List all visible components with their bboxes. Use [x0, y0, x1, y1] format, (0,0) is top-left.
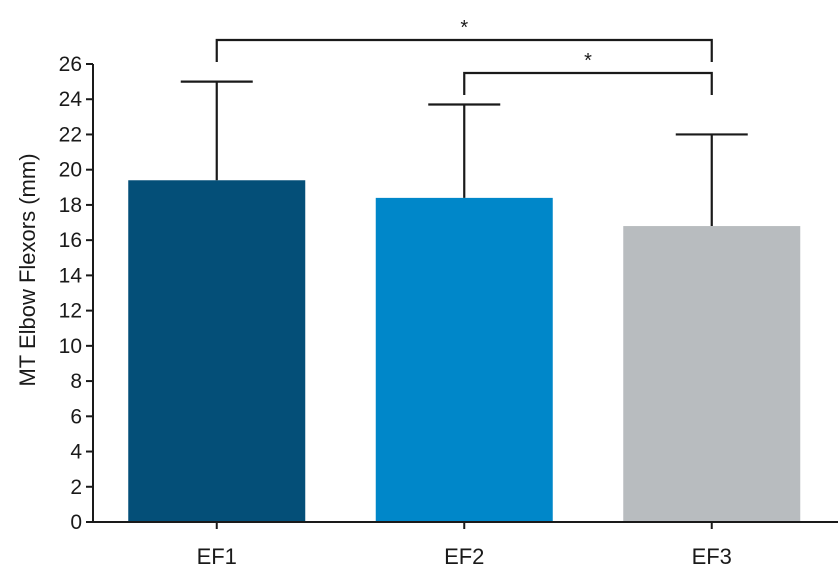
significance-bracket: [215, 38, 713, 62]
y-tick-label: 26: [59, 53, 82, 76]
x-tick-label: EF3: [692, 544, 732, 569]
y-axis-title: MT Elbow Flexors (mm): [15, 153, 40, 386]
y-tick-label: 0: [70, 511, 82, 534]
significance-bracket: [463, 71, 713, 95]
y-tick-label: 16: [59, 229, 82, 252]
y-tick-label: 6: [70, 405, 82, 428]
significance-label: *: [584, 50, 592, 72]
y-tick-label: 4: [70, 441, 82, 464]
significance-label: *: [460, 17, 468, 39]
y-tick-label: 2: [70, 476, 82, 499]
x-tick-label: EF1: [197, 544, 237, 569]
y-tick-label: 22: [59, 123, 82, 146]
bar-ef1: [128, 180, 306, 522]
y-tick-label: 10: [59, 335, 82, 358]
bar-ef3: [623, 226, 801, 523]
y-tick-label: 14: [59, 264, 83, 287]
x-tick-label: EF2: [444, 544, 484, 569]
bar-ef2: [375, 197, 553, 522]
y-tick-label: 12: [59, 300, 82, 323]
y-tick-label: 18: [59, 194, 82, 217]
y-tick-label: 24: [59, 88, 83, 111]
y-tick-label: 20: [59, 159, 82, 182]
y-tick-label: 8: [70, 370, 82, 393]
